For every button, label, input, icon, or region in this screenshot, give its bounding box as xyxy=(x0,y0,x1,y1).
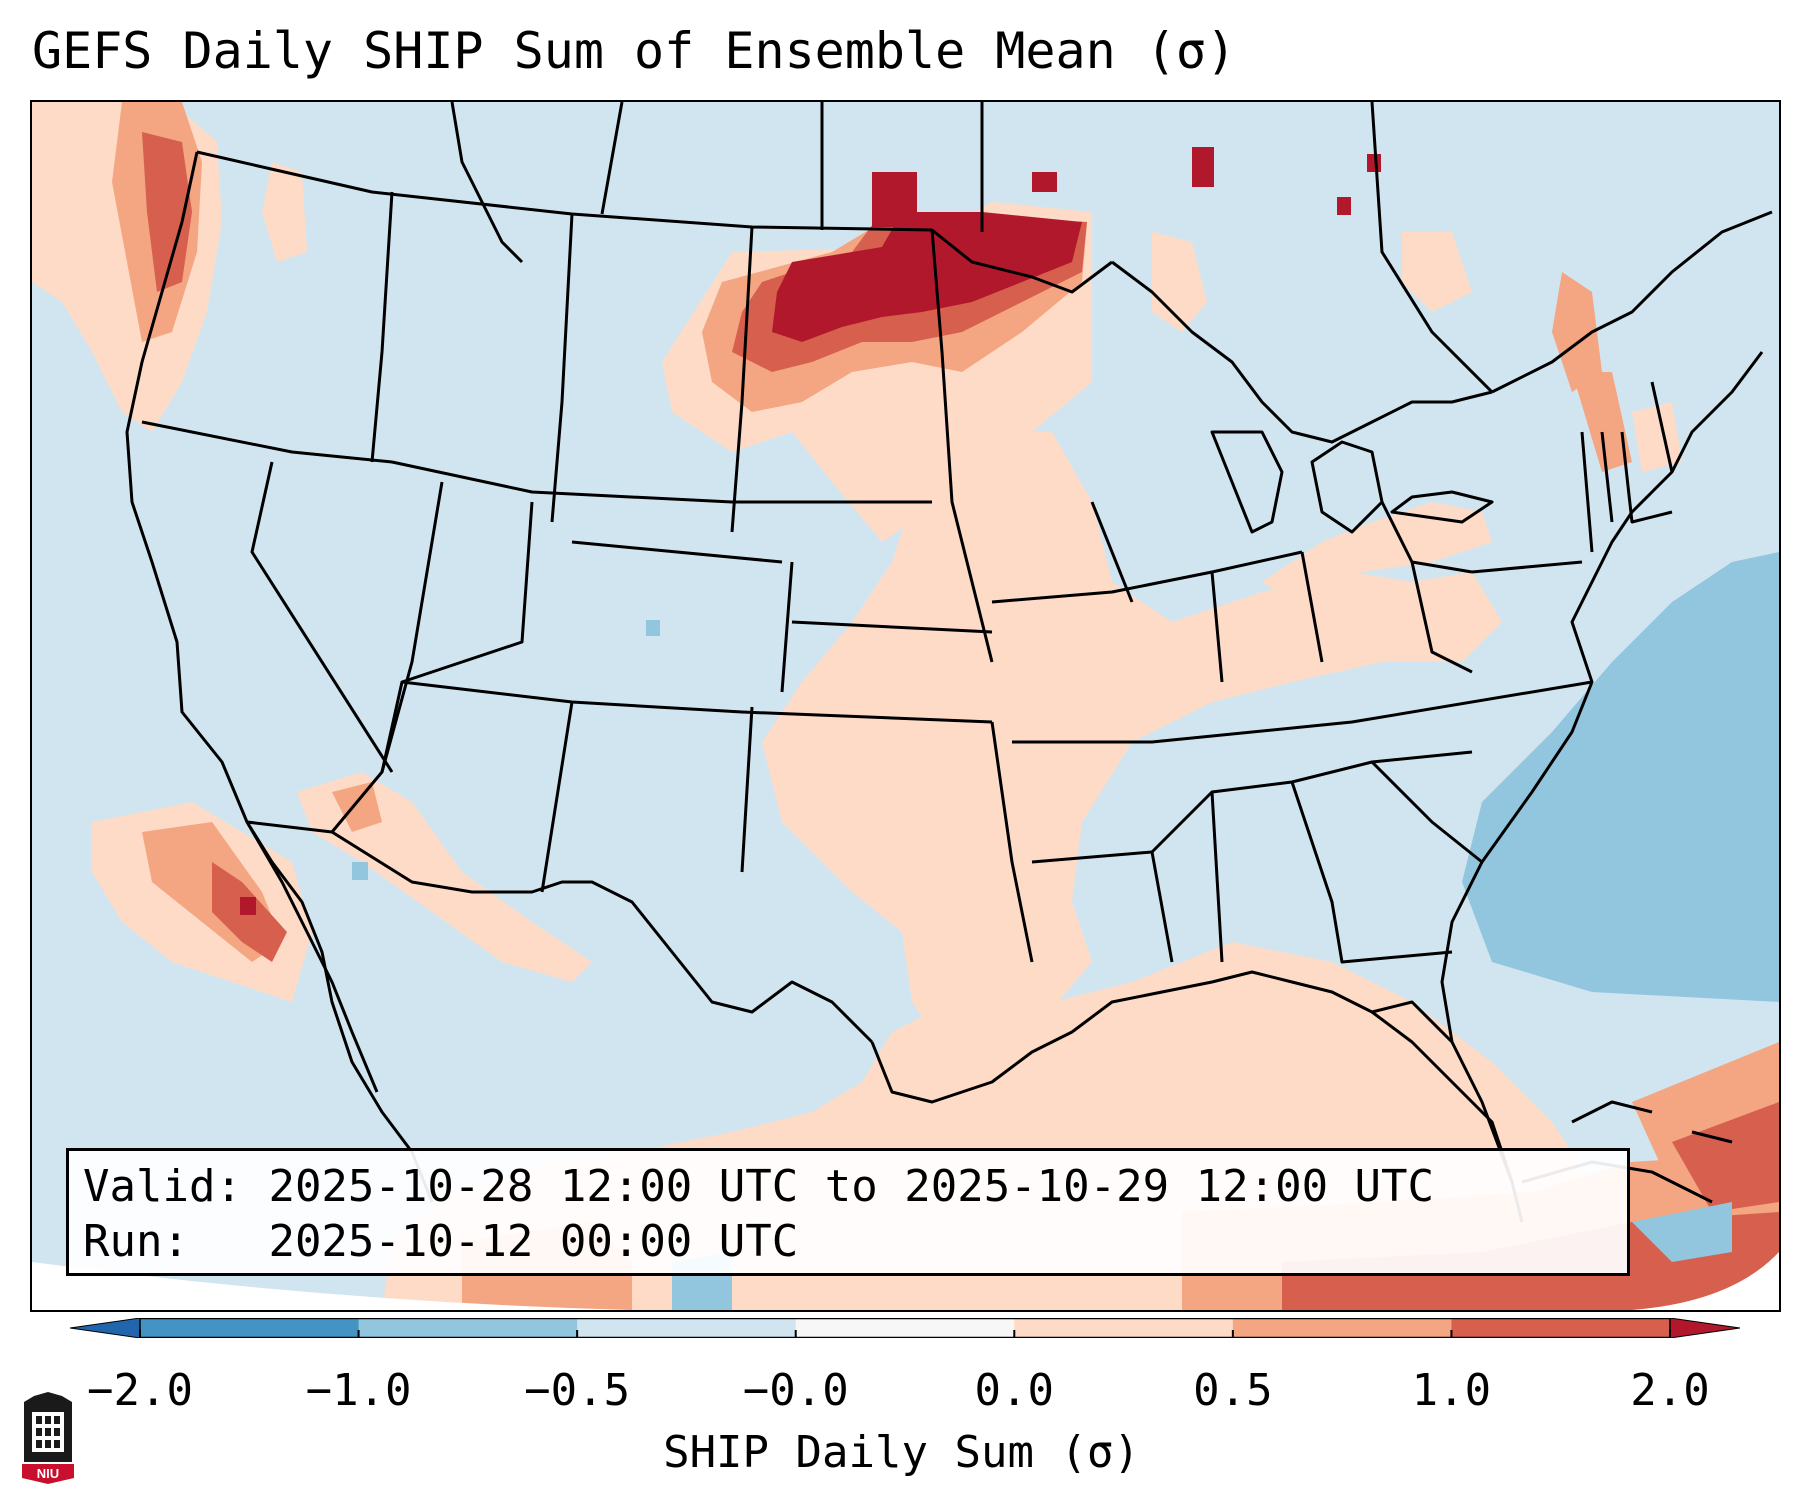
colorbar-tick-label: 0.0 xyxy=(974,1365,1055,1416)
colorbar-tick-label: 0.5 xyxy=(1193,1365,1273,1416)
colorbar-bin xyxy=(577,1318,797,1338)
colorbar-tick-label: 2.0 xyxy=(1630,1365,1710,1416)
colorbar-bin xyxy=(358,1318,578,1338)
colorbar-tick-label: −2.0 xyxy=(87,1365,193,1416)
niu-logo-icon: NIU xyxy=(22,1392,74,1484)
valid-label: Valid: xyxy=(83,1161,242,1212)
colorbar-tick-label: −0.5 xyxy=(524,1365,631,1416)
colorbar-label: SHIP Daily Sum (σ) xyxy=(663,1427,1140,1478)
colorbar-bin xyxy=(1014,1318,1234,1338)
run-label: Run: xyxy=(83,1216,189,1267)
colorbar-tick-label: −1.0 xyxy=(305,1365,412,1416)
logo-text: NIU xyxy=(37,1466,59,1481)
colorbar-bin xyxy=(795,1318,1015,1338)
colorbar-bin xyxy=(1232,1318,1452,1338)
colorbar-tick-label: −0.0 xyxy=(742,1365,849,1416)
map-title: GEFS Daily SHIP Sum of Ensemble Mean (σ) xyxy=(32,22,1237,80)
colorbar-bin xyxy=(140,1318,360,1338)
colorbar-outline xyxy=(139,1318,1671,1338)
run-value: 2025-10-12 00:00 UTC xyxy=(268,1216,799,1267)
colorbar-over-extension xyxy=(1669,1318,1740,1338)
colorbar-tick-label: 1.0 xyxy=(1411,1365,1492,1416)
colorbar-bin xyxy=(1451,1318,1671,1338)
ship-anomaly-map xyxy=(32,102,1779,1310)
map-panel xyxy=(30,100,1781,1312)
positive-anomaly-fields xyxy=(32,102,1779,1310)
no-data-region xyxy=(32,1252,1779,1310)
colorbar xyxy=(70,1318,1740,1338)
coastlines-and-borders xyxy=(125,102,1773,1223)
negative-anomaly-fields xyxy=(352,552,1779,1310)
valid-value: 2025-10-28 12:00 UTC to 2025-10-29 12:00… xyxy=(268,1161,1435,1212)
valid-run-info-box: Valid: 2025-10-28 12:00 UTC to 2025-10-2… xyxy=(66,1148,1630,1276)
colorbar-under-extension xyxy=(70,1318,141,1338)
